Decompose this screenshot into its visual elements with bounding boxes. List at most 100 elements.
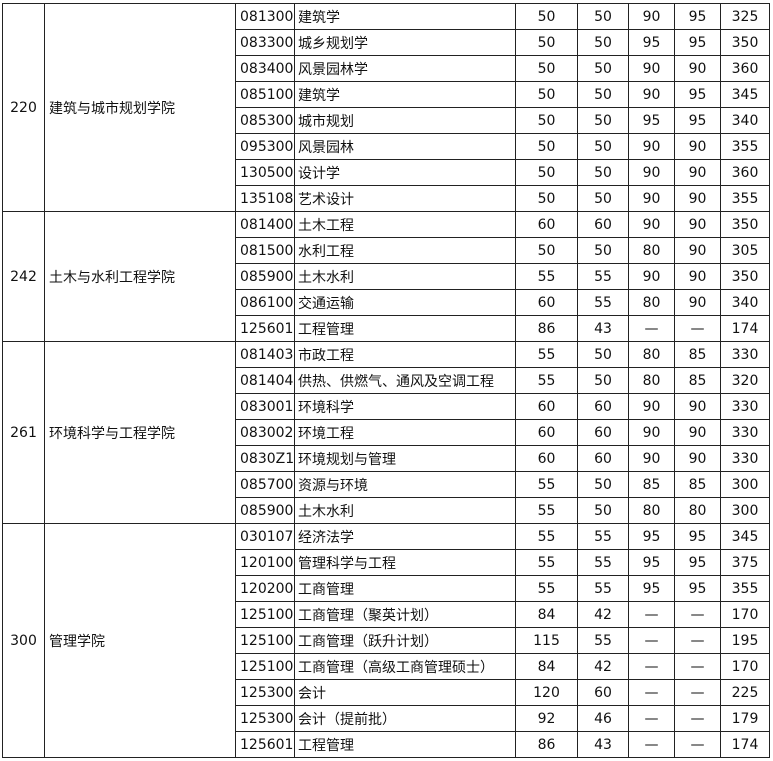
score-subject2: 90 bbox=[674, 211, 721, 238]
score-politics: 55 bbox=[515, 549, 578, 576]
score-politics: 50 bbox=[515, 237, 578, 264]
school-code: 220 bbox=[2, 3, 45, 212]
score-politics: 60 bbox=[515, 211, 578, 238]
major-code: 083400 bbox=[235, 55, 295, 82]
table-row: 083300 城乡规划学 50 50 95 95 350 bbox=[3, 29, 770, 56]
major-name: 工程管理 bbox=[294, 315, 516, 342]
score-subject2: — bbox=[674, 679, 721, 706]
table-row: 220 建筑与城市规划学院 081300 建筑学 50 50 90 95 325 bbox=[2, 3, 770, 212]
major-name: 管理科学与工程 bbox=[294, 549, 516, 576]
score-total: 170 bbox=[720, 601, 770, 628]
score-subject2: 90 bbox=[674, 237, 721, 264]
major-code: 120100 bbox=[235, 549, 295, 576]
score-politics: 50 bbox=[515, 29, 578, 56]
score-subject1: — bbox=[628, 601, 675, 628]
school-code: 242 bbox=[2, 211, 45, 342]
score-total: 340 bbox=[720, 289, 770, 316]
table-row: 081500 水利工程 50 50 80 90 305 bbox=[3, 237, 770, 264]
score-subject1: — bbox=[628, 315, 675, 342]
score-subject2: 95 bbox=[674, 523, 721, 550]
major-code: 0830Z1 bbox=[235, 445, 295, 472]
score-english: 60 bbox=[577, 393, 629, 420]
score-english: 50 bbox=[577, 471, 629, 498]
table-row: 125300 会计（提前批） 92 46— —179 bbox=[3, 705, 770, 732]
major-code: 081300 bbox=[235, 3, 295, 30]
score-total: 350 bbox=[720, 211, 770, 238]
score-subject2: 95 bbox=[674, 107, 721, 134]
score-subject1: 80 bbox=[628, 341, 675, 368]
score-total: 350 bbox=[720, 263, 770, 290]
score-total: 355 bbox=[720, 185, 770, 212]
major-name: 资源与环境 bbox=[294, 471, 516, 498]
major-code: 125300 bbox=[235, 679, 295, 706]
score-politics: 55 bbox=[515, 263, 578, 290]
score-politics: 60 bbox=[515, 393, 578, 420]
score-subject2: 90 bbox=[674, 289, 721, 316]
score-subject1: 90 bbox=[628, 263, 675, 290]
score-politics: 55 bbox=[515, 471, 578, 498]
score-subject2: 95 bbox=[674, 29, 721, 56]
school-code: 261 bbox=[2, 341, 45, 524]
score-subject1: 90 bbox=[628, 159, 675, 186]
school-name: 环境科学与工程学院 bbox=[44, 341, 236, 524]
score-politics: 50 bbox=[515, 107, 578, 134]
table-row: 085300 城市规划 50 50 95 95 340 bbox=[3, 107, 770, 134]
score-total: 330 bbox=[720, 419, 770, 446]
score-english: 55 bbox=[577, 263, 629, 290]
score-politics: 60 bbox=[515, 289, 578, 316]
major-name: 环境规划与管理 bbox=[294, 445, 516, 472]
major-code: 135108 bbox=[235, 185, 295, 212]
table-row: 095300 风景园林 50 50 90 90 355 bbox=[3, 133, 770, 160]
score-subject2: 90 bbox=[674, 185, 721, 212]
score-english: 50 bbox=[577, 367, 629, 394]
score-subject1: 85 bbox=[628, 471, 675, 498]
score-total: 330 bbox=[720, 445, 770, 472]
score-subject1: 90 bbox=[628, 133, 675, 160]
table-row: 120200 工商管理 55 55 95 95 355 bbox=[3, 575, 770, 602]
major-code: 085900 bbox=[235, 263, 295, 290]
major-name: 会计（提前批） bbox=[294, 705, 516, 732]
table-row: 083400 风景园林学 50 50 90 90 360 bbox=[3, 55, 770, 82]
score-subject2: 90 bbox=[674, 419, 721, 446]
score-politics: 86 bbox=[515, 315, 578, 342]
major-code: 083001 bbox=[235, 393, 295, 420]
score-english: 55 bbox=[577, 575, 629, 602]
score-total: 345 bbox=[720, 523, 770, 550]
score-total: 174 bbox=[720, 315, 770, 342]
score-politics: 55 bbox=[515, 575, 578, 602]
major-code: 125100 bbox=[235, 627, 295, 654]
score-subject2: 90 bbox=[674, 55, 721, 82]
major-name: 工商管理（聚英计划） bbox=[294, 601, 516, 628]
score-subject2: — bbox=[674, 627, 721, 654]
score-total: 195 bbox=[720, 627, 770, 654]
major-name: 工程管理 bbox=[294, 731, 516, 758]
table-row: 085100 建筑学 50 50 90 95 345 bbox=[3, 81, 770, 108]
score-politics: 50 bbox=[515, 133, 578, 160]
score-politics: 115 bbox=[515, 627, 578, 654]
score-english: 50 bbox=[577, 107, 629, 134]
table-row: 083002 环境工程 60 60 90 90 330 bbox=[3, 419, 770, 446]
major-code: 095300 bbox=[235, 133, 295, 160]
score-english: 46 bbox=[577, 705, 629, 732]
score-subject1: 80 bbox=[628, 497, 675, 524]
table-row: 135108 艺术设计 50 50 90 90 355 bbox=[3, 185, 770, 212]
score-english: 42 bbox=[577, 653, 629, 680]
table-row: 083001 环境科学 60 60 90 90 330 bbox=[3, 393, 770, 420]
score-politics: 84 bbox=[515, 601, 578, 628]
major-name: 工商管理 bbox=[294, 575, 516, 602]
major-name: 经济法学 bbox=[294, 523, 516, 550]
score-politics: 86 bbox=[515, 731, 578, 758]
major-name: 风景园林学 bbox=[294, 55, 516, 82]
score-english: 55 bbox=[577, 289, 629, 316]
score-subject1: 95 bbox=[628, 523, 675, 550]
score-total: 174 bbox=[720, 731, 770, 758]
score-subject1: — bbox=[628, 653, 675, 680]
score-english: 50 bbox=[577, 3, 629, 30]
score-politics: 55 bbox=[515, 497, 578, 524]
score-english: 55 bbox=[577, 549, 629, 576]
score-politics: 55 bbox=[515, 367, 578, 394]
table-row: 125100 工商管理（高级工商管理硕士） 84 42— —170 bbox=[3, 653, 770, 680]
score-politics: 92 bbox=[515, 705, 578, 732]
major-code: 083002 bbox=[235, 419, 295, 446]
score-english: 50 bbox=[577, 497, 629, 524]
